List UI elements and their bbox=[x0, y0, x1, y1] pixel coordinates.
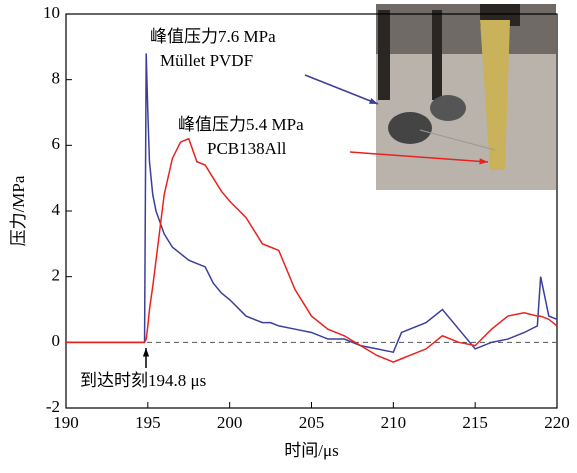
x-tick-label: 195 bbox=[135, 413, 161, 432]
y-tick-label: 4 bbox=[52, 200, 61, 219]
annotation: 峰值压力5.4 MPa bbox=[178, 115, 304, 134]
y-tick-label: 6 bbox=[52, 134, 61, 153]
x-tick-label: 220 bbox=[544, 413, 570, 432]
x-tick-label: 200 bbox=[217, 413, 243, 432]
annotation: 到达时刻194.8 μs bbox=[80, 371, 206, 390]
x-tick-label: 215 bbox=[462, 413, 488, 432]
y-tick-label: 8 bbox=[52, 69, 61, 88]
x-tick-label: 210 bbox=[381, 413, 407, 432]
x-tick-label: 190 bbox=[53, 413, 79, 432]
y-tick-label: 0 bbox=[52, 331, 61, 350]
arrow-head bbox=[143, 348, 149, 356]
annotation-arrow bbox=[305, 75, 378, 104]
y-tick-label: 2 bbox=[52, 266, 61, 285]
y-axis-label: 压力/MPa bbox=[9, 175, 28, 246]
x-tick-label: 205 bbox=[299, 413, 325, 432]
chart: -20246810190195200205210215220时间/μs压力/MP… bbox=[0, 0, 577, 468]
y-tick-label: 10 bbox=[43, 3, 60, 22]
annotation: Müllet PVDF bbox=[160, 51, 253, 70]
x-axis-label: 时间/μs bbox=[284, 441, 338, 460]
annotation: 峰值压力7.6 MPa bbox=[150, 27, 276, 46]
photo-inset bbox=[376, 4, 556, 190]
annotation: PCB138All bbox=[207, 139, 287, 158]
